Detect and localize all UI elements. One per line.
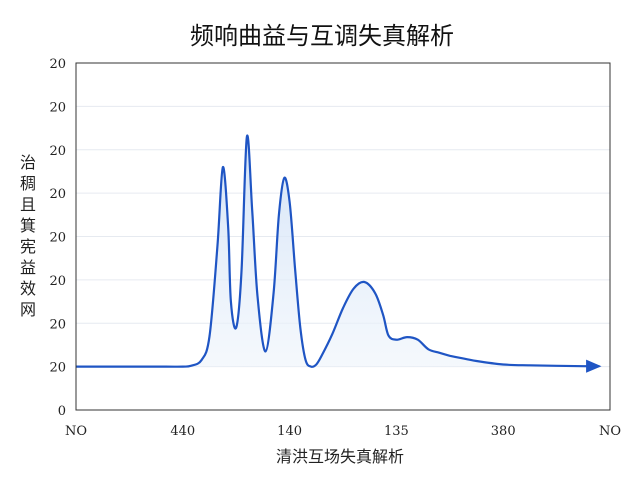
x-tick-label: NO [599, 424, 621, 439]
y-tick-label: 20 [49, 274, 66, 289]
y-axis-label-char: 稠 [20, 174, 36, 193]
x-tick-label: 380 [491, 424, 516, 439]
y-tick-label: 20 [49, 100, 66, 115]
x-tick-label: 140 [277, 424, 302, 439]
grid-lines [76, 62, 610, 368]
x-tick-label: 440 [170, 424, 195, 439]
area-fill-layer [76, 135, 600, 367]
y-axis-label-char: 治 [20, 153, 36, 172]
line-layer [76, 134, 602, 373]
y-tick-label: 20 [49, 317, 66, 332]
y-axis-label-char: 益 [20, 258, 36, 277]
x-tick-label: 135 [384, 424, 409, 439]
x-tick-label: NO [65, 424, 87, 439]
y-tick-labels: 0 20 20 20 20 20 20 20 20 [49, 57, 66, 419]
y-axis-label-char: 宪 [20, 237, 36, 256]
y-tick-label: 0 [58, 404, 66, 419]
plot-frame [75, 62, 611, 411]
x-axis-label: 清洪互场失真解析 [276, 447, 404, 466]
chart-title: 频响曲益与互调失真解析 [190, 22, 454, 50]
series-line [76, 134, 602, 373]
y-tick-label: 20 [49, 231, 66, 246]
y-tick-label: 20 [49, 144, 66, 159]
y-axis-label-char: 箕 [20, 216, 36, 235]
y-tick-label: 20 [49, 57, 66, 72]
y-tick-label: 20 [49, 187, 66, 202]
x-tick-labels: NO 440 140 135 380 NO [65, 424, 621, 439]
y-axis-label-char: 网 [20, 300, 36, 319]
y-axis-label-char: 且 [20, 195, 36, 214]
area-fill [76, 135, 600, 367]
y-axis-label-char: 效 [20, 279, 36, 298]
y-tick-label: 20 [49, 361, 66, 376]
